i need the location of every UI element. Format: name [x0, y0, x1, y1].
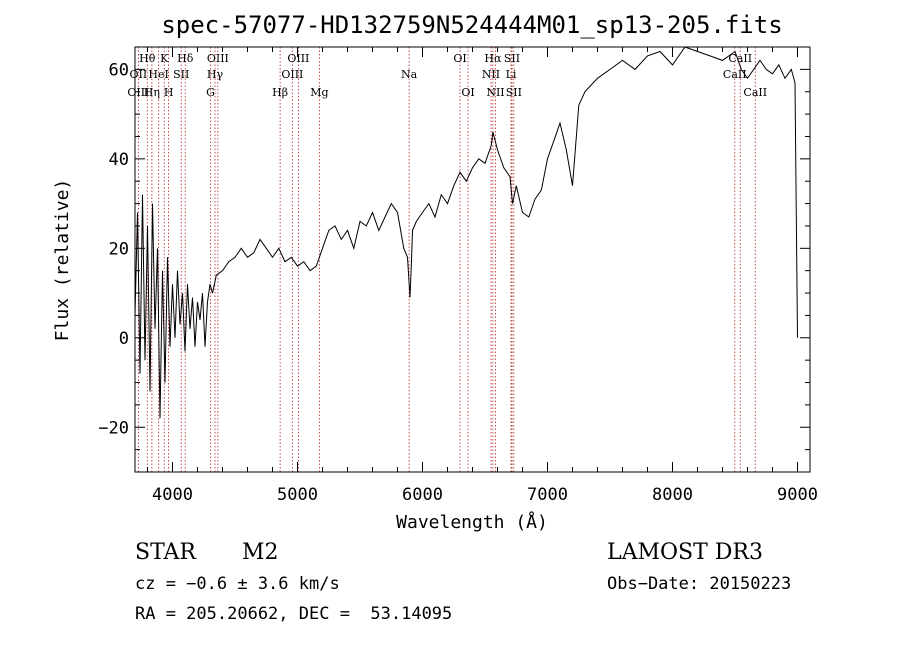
- line-label-26: CaII: [723, 68, 747, 81]
- line-label-6: Hδ: [177, 52, 194, 65]
- x-axis-label: Wavelength (Å): [396, 511, 548, 533]
- line-label-18: OI: [461, 86, 474, 99]
- line-label-24: SII: [506, 86, 522, 99]
- y-tick-label: 60: [109, 60, 129, 80]
- line-label-20: SII: [504, 52, 520, 65]
- line-label-23: NII: [486, 86, 504, 99]
- obs-date: Obs−Date: 20150223: [607, 574, 792, 594]
- line-label-16: Na: [401, 68, 418, 81]
- y-axis: −20 0 20 40 60: [98, 46, 810, 473]
- x-tick-label: 8000: [652, 485, 693, 505]
- survey-name: LAMOST DR3: [607, 540, 763, 565]
- y-tick-label: 40: [109, 150, 129, 170]
- chart-title: spec-57077-HD132759N524444M01_sp13-205.f…: [161, 11, 782, 39]
- line-label-2: OIII: [127, 86, 149, 99]
- line-label-4: HeI: [148, 68, 168, 81]
- object-class: STAR: [135, 540, 196, 565]
- spectrum-line: [134, 46, 798, 419]
- line-label-11: G: [206, 86, 215, 99]
- line-markers: [137, 47, 756, 472]
- line-label-1: OII: [130, 68, 148, 81]
- coordinates: RA = 205.20662, DEC = 53.14095: [135, 604, 453, 624]
- y-axis-label: Flux (relative): [52, 179, 73, 342]
- line-label-14: Hβ: [272, 86, 288, 99]
- line-label-17: OI: [453, 52, 466, 65]
- line-label-3: K: [160, 52, 169, 65]
- line-label-19: Hα: [484, 52, 502, 65]
- redshift-cz: cz = −0.6 ± 3.6 km/s: [135, 574, 340, 594]
- line-label-27: CaII: [743, 86, 767, 99]
- object-subclass: M2: [242, 540, 279, 565]
- line-label-8: H: [164, 86, 174, 99]
- y-tick-label: −20: [98, 418, 129, 438]
- line-label-7: SII: [173, 68, 189, 81]
- line-label-9: OIII: [207, 52, 229, 65]
- line-label-21: NII: [482, 68, 500, 81]
- line-label-15: Mg: [310, 86, 328, 99]
- line-label-22: Li: [506, 68, 517, 81]
- x-tick-label: 4000: [152, 485, 193, 505]
- plot-frame: [134, 46, 811, 473]
- y-tick-label: 20: [109, 239, 129, 259]
- line-label-12: OIII: [287, 52, 309, 65]
- line-label-25: CaII: [728, 52, 752, 65]
- x-tick-label: 5000: [277, 485, 318, 505]
- line-label-13: OIII: [281, 68, 303, 81]
- line-label-0: Hθ: [139, 52, 156, 65]
- y-tick-label: 0: [119, 329, 129, 349]
- x-tick-label: 6000: [402, 485, 443, 505]
- x-tick-label: 9000: [777, 485, 818, 505]
- line-labels: Hθ OII OIII K HeI Hη Hδ SII H OIII Hγ G OIII OIII Hβ Mg…: [127, 52, 767, 99]
- x-tick-label: 7000: [527, 485, 568, 505]
- line-label-5: Hη: [144, 86, 160, 99]
- x-axis: 4000 5000 6000 7000 8000 9000: [147, 47, 818, 505]
- line-label-10: Hγ: [207, 68, 224, 81]
